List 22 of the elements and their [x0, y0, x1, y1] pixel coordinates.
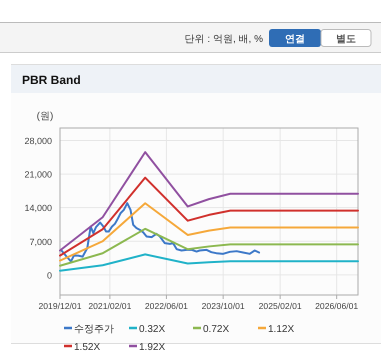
legend-label: 수정주가: [74, 324, 114, 335]
y-axis-title: (원): [36, 111, 54, 122]
y-tick-label: 0: [46, 270, 52, 280]
x-tick-label: 2026/06/01: [315, 301, 358, 311]
x-tick-label: 2019/12/01: [38, 301, 82, 311]
x-tick-label: 2022/06/01: [144, 301, 188, 311]
legend-label: 1.52X: [74, 342, 100, 353]
y-tick-label: 21,000: [24, 170, 52, 180]
legend-label: 0.72X: [203, 324, 230, 335]
x-tick-label: 2021/02/01: [88, 301, 132, 311]
x-tick-label: 2023/10/01: [202, 301, 245, 311]
y-tick-label: 7,000: [29, 236, 52, 247]
y-tick-label: 14,000: [24, 203, 52, 214]
text: 별도: [336, 34, 356, 45]
legend-label: 1.12X: [268, 324, 294, 335]
y-tick-label: 28,000: [24, 136, 52, 146]
chart-title: PBR Band: [22, 73, 81, 87]
legend-label: 1.92X: [139, 342, 166, 353]
legend-label: 0.32X: [139, 324, 166, 335]
text: 연결: [285, 34, 305, 45]
text: 단위 : 억원, 배, %: [184, 34, 264, 45]
x-tick-label: 2025/02/01: [258, 301, 302, 311]
